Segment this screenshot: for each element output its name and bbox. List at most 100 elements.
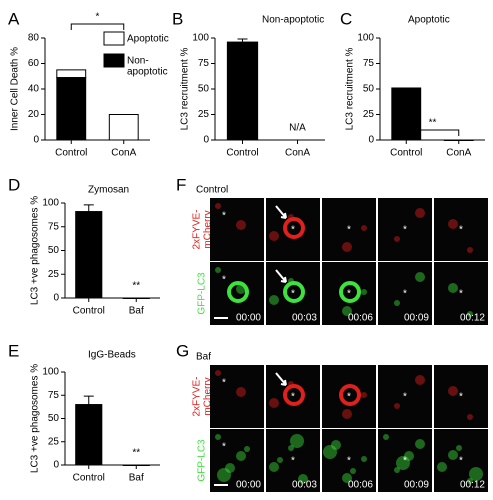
fluorescence-blob [277,457,283,463]
panel-letter: E [8,341,19,360]
fluorescence-blob [331,440,341,450]
cell-marker: * [403,225,407,236]
fluorescence-blob [394,403,400,409]
fluorescence-blob [396,456,410,470]
legend-label: Non-apoptotic [127,55,168,77]
panel-letter: F [176,175,186,194]
fluorescence-blob [415,208,425,218]
micrograph [210,365,264,428]
y-tick-label: 60 [28,58,40,69]
fluorescence-blob [269,231,279,241]
y-tick-label: 50 [198,84,210,95]
micrograph [434,198,488,261]
fluorescence-blob [215,434,221,440]
fluorescence-blob [415,439,425,449]
chart-title: Non-apoptotic [262,15,324,26]
significance-bracket [70,23,125,30]
y-axis-label: LC3 +ve phagosomes % [30,196,41,305]
fluorescence-blob [467,247,473,253]
fluorescence-blob [415,375,425,385]
micrograph [378,262,432,325]
y-tick-label: 0 [368,135,374,146]
legend-label: Apoptotic [127,34,169,45]
micrograph [322,198,376,261]
x-tick-label: Control [55,148,87,159]
time-label: 00:09 [404,313,429,324]
y-axis-label: LC3 recruitment % [345,47,356,130]
x-tick-label: ConA [446,148,471,159]
arrow [275,372,287,386]
arrow [275,269,287,283]
cell-marker: * [222,275,226,286]
fluorescence-blob [448,219,458,229]
time-label: 00:06 [348,480,373,491]
fluorescence-blob [361,392,367,398]
y-tick-label: 50 [48,413,60,424]
y-tick-label: 0 [203,135,209,146]
vesicle-ring [339,384,361,406]
error-bar [83,204,94,212]
y-tick-label: 100 [192,33,209,44]
micrograph [322,429,376,492]
arrow [275,205,287,219]
cell-marker: * [347,225,351,236]
y-tick-label: 75 [198,58,210,69]
bar [443,139,474,141]
bar [122,464,150,466]
error-bar [237,38,248,43]
y-tick-label: 25 [48,269,60,280]
y-tick-label: 50 [363,84,375,95]
fluorescence-blob [394,467,400,473]
cell-marker: * [222,442,226,453]
cell-marker: * [291,289,295,300]
fluorescence-blob [215,370,221,376]
micrograph [434,262,488,325]
vesicle-ring [283,384,305,406]
fluorescence-blob [394,236,400,242]
bar [108,114,139,141]
micrograph [266,429,320,492]
bar [226,41,259,141]
cell-marker: * [459,289,463,300]
y-tick-label: 40 [28,84,40,95]
time-label: 00:09 [404,480,429,491]
fluorescence-blob [342,306,352,316]
y-tick-label: 25 [363,109,375,120]
x-tick-label: Baf [129,306,144,317]
panel-letter: A [8,9,20,28]
time-label: 00:12 [460,313,485,324]
cell-marker: * [347,456,351,467]
y-tick-label: 80 [28,33,40,44]
y-axis-label: LC3 recruitment % [180,47,191,130]
y-tick-label: 100 [357,33,374,44]
x-tick-label: Control [390,148,422,159]
cell-marker: * [291,392,295,403]
fluorescence-blob [404,451,414,461]
error-bar [83,395,94,405]
bar-annotation: ** [132,448,140,459]
micrograph [322,262,376,325]
cell-marker: * [347,289,351,300]
cell-marker: * [347,392,351,403]
fluorescence-blob [215,267,221,273]
fluorescence-blob [448,283,458,293]
row-label: 2xFYVE-mCherry [191,209,213,249]
vesicle-ring [227,281,249,303]
bar-annotation: N/A [289,123,306,134]
fluorescence-blob [394,300,400,306]
fluorescence-blob [269,462,279,472]
row-label: GFP-LC3 [197,439,208,482]
fluorescence-blob [244,446,250,452]
time-label: 00:06 [348,313,373,324]
legend-swatch [103,31,125,46]
y-axis-label: LC3 +ve phagosomes % [30,364,41,473]
fluorescence-blob [456,445,462,451]
y-tick-label: 25 [48,436,60,447]
x-tick-label: ConA [111,148,136,159]
bar [75,404,103,466]
vesicle-ring [283,217,305,239]
cell-marker: * [291,225,295,236]
micrograph [378,429,432,492]
fluorescence-blob [361,225,367,231]
fluorescence-blob [269,295,279,305]
